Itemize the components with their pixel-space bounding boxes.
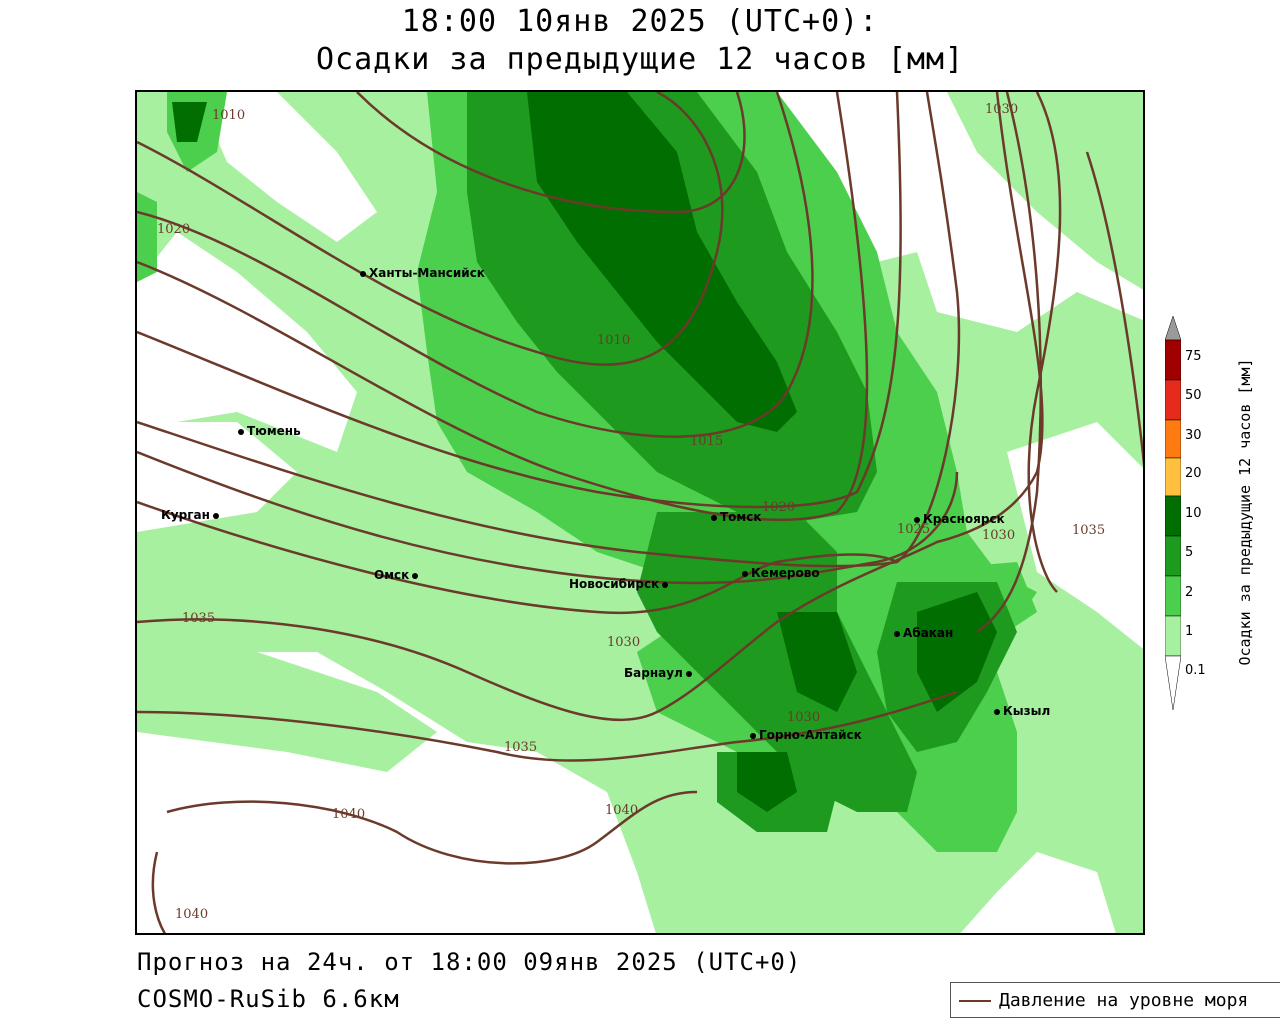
- colorbar-under-triangle: [1165, 655, 1181, 710]
- colorbar-tick-label: 5: [1185, 545, 1194, 560]
- colorbar-tick-label: 2: [1185, 585, 1194, 600]
- model-info: COSMO-RuSib 6.6км: [137, 985, 400, 1013]
- colorbar-tick-label: 30: [1185, 428, 1202, 443]
- isobar-label: 1030: [607, 635, 641, 650]
- city-marker-icon: [662, 581, 669, 588]
- colorbar-seg-0.1-1: [1165, 615, 1181, 657]
- map-title-variable: Осадки за предыдущие 12 часов [мм]: [315, 42, 965, 77]
- city-krasnoyarsk[interactable]: Красноярск: [914, 512, 1005, 526]
- isobar-label: 1030: [982, 528, 1016, 543]
- isobar-label: 1010: [212, 108, 246, 123]
- colorbar-seg-50-75: [1165, 339, 1181, 381]
- city-barnaul[interactable]: Барнаул: [624, 666, 692, 680]
- city-abakan[interactable]: Абакан: [894, 626, 953, 640]
- isobar-label: 1020: [157, 222, 191, 237]
- colorbar-seg-10-20: [1165, 457, 1181, 497]
- colorbar-over-triangle: [1165, 316, 1181, 341]
- isobar-label: 1030: [787, 710, 821, 725]
- city-tomsk[interactable]: Томск: [711, 510, 762, 524]
- colorbar-seg-30-50: [1165, 379, 1181, 421]
- isobar-label: 1040: [605, 803, 639, 818]
- colorbar-tick-label: 10: [1185, 506, 1202, 521]
- isobars: [137, 92, 1143, 933]
- isobar-label: 1025: [897, 522, 931, 537]
- forecast-info: Прогноз на 24ч. от 18:00 09янв 2025 (UTC…: [137, 948, 802, 976]
- city-khanty-mansiysk[interactable]: Ханты-Мансийск: [360, 266, 485, 280]
- city-marker-icon: [360, 270, 366, 277]
- city-marker-icon: [412, 572, 419, 579]
- isobar-label: 1035: [504, 740, 538, 755]
- isobar-label: 1040: [175, 907, 209, 922]
- isobar-label: 1020: [762, 500, 796, 515]
- city-marker-icon: [685, 670, 692, 677]
- colorbar-tick-label: 1: [1185, 624, 1194, 639]
- isobar-label: 1035: [182, 611, 216, 626]
- city-gorno-altaysk[interactable]: Горно-Алтайск: [750, 728, 862, 742]
- colorbar-seg-1-2: [1165, 575, 1181, 617]
- city-omsk[interactable]: Омск: [374, 568, 419, 582]
- map-title-time: 18:00 10янв 2025 (UTC+0):: [401, 4, 879, 39]
- isobar-label: 1015: [690, 434, 724, 449]
- city-kemerovo[interactable]: Кемерово: [742, 566, 820, 580]
- city-novosibirsk[interactable]: Новосибирск: [569, 577, 669, 591]
- city-marker-icon: [742, 570, 748, 577]
- precip-5mm-layer: [172, 92, 997, 812]
- pressure-legend-label: Давление на уровне моря: [999, 990, 1249, 1011]
- city-kyzyl[interactable]: Кызыл: [994, 704, 1050, 718]
- colorbar-seg-20-30: [1165, 419, 1181, 459]
- isobar-label: 1030: [985, 102, 1019, 117]
- colorbar-seg-2-5: [1165, 535, 1181, 577]
- isobar-label: 1035: [1072, 523, 1106, 538]
- city-marker-icon: [750, 732, 756, 739]
- city-kurgan[interactable]: Курган: [161, 508, 219, 522]
- colorbar-title: Осадки за предыдущие 12 часов [мм]: [1236, 358, 1254, 666]
- colorbar-tick-label: 20: [1185, 466, 1202, 481]
- colorbar-tick-label: 75: [1185, 349, 1202, 364]
- map-canvas: [137, 92, 1143, 933]
- colorbar-tick-label: 0.1: [1185, 663, 1206, 678]
- city-marker-icon: [212, 512, 219, 519]
- pressure-legend: Давление на уровне моря: [950, 982, 1280, 1018]
- precip-colorbar: [1165, 316, 1181, 710]
- colorbar-seg-5-10: [1165, 495, 1181, 537]
- precipitation-map[interactable]: 1010 1020 1010 1015 1020 1025 1030 1035 …: [135, 90, 1145, 935]
- city-marker-icon: [914, 516, 920, 523]
- isobar-label: 1010: [597, 333, 631, 348]
- city-marker-icon: [238, 428, 244, 435]
- colorbar-tick-label: 50: [1185, 388, 1202, 403]
- city-tyumen[interactable]: Тюмень: [238, 424, 301, 438]
- isobar-label: 1040: [332, 807, 366, 822]
- city-marker-icon: [994, 708, 1000, 715]
- city-marker-icon: [711, 514, 717, 521]
- city-marker-icon: [894, 630, 900, 637]
- pressure-line-swatch: [959, 1000, 991, 1002]
